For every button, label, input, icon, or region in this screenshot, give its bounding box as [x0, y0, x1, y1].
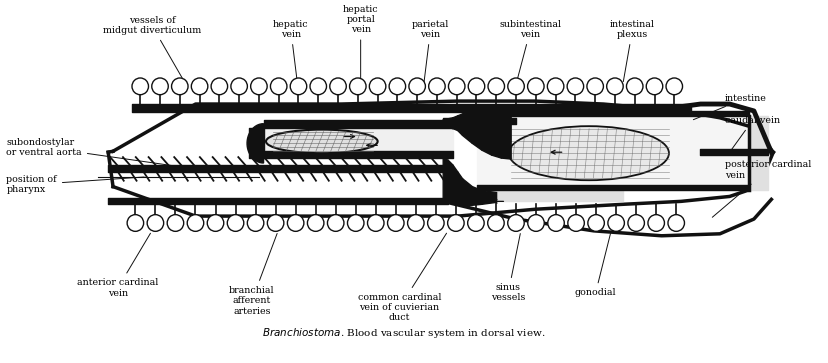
Text: branchial
afferent
arteries: branchial afferent arteries: [229, 233, 277, 315]
Ellipse shape: [508, 126, 668, 180]
Polygon shape: [462, 111, 472, 143]
Circle shape: [546, 78, 563, 95]
Circle shape: [247, 215, 263, 231]
Circle shape: [508, 78, 523, 95]
Text: sinus
vessels: sinus vessels: [490, 233, 525, 302]
Circle shape: [132, 78, 148, 95]
Circle shape: [231, 78, 247, 95]
Circle shape: [468, 78, 484, 95]
Circle shape: [388, 78, 405, 95]
Circle shape: [507, 215, 523, 231]
Polygon shape: [447, 160, 452, 203]
Polygon shape: [443, 119, 447, 128]
Text: intestinal
plexus: intestinal plexus: [609, 20, 654, 82]
Ellipse shape: [266, 130, 378, 153]
Circle shape: [171, 78, 188, 95]
Text: subondostylar
or ventral aorta: subondostylar or ventral aorta: [7, 138, 193, 168]
Circle shape: [270, 78, 286, 95]
Circle shape: [207, 215, 224, 231]
Circle shape: [211, 78, 228, 95]
Text: intestine: intestine: [692, 94, 766, 120]
Circle shape: [152, 78, 168, 95]
Polygon shape: [247, 124, 263, 163]
Circle shape: [267, 215, 283, 231]
Circle shape: [566, 78, 583, 95]
Polygon shape: [501, 106, 511, 159]
Circle shape: [646, 78, 662, 95]
Circle shape: [187, 215, 204, 231]
Circle shape: [627, 215, 643, 231]
Text: caudal vein: caudal vein: [724, 116, 779, 150]
Circle shape: [227, 215, 243, 231]
Polygon shape: [472, 187, 481, 205]
Circle shape: [369, 78, 385, 95]
Text: vessels of
midgut diverticulum: vessels of midgut diverticulum: [103, 16, 200, 82]
Text: posterior cardinal
vein: posterior cardinal vein: [711, 160, 810, 217]
Polygon shape: [491, 106, 501, 158]
Circle shape: [127, 215, 143, 231]
Circle shape: [667, 215, 684, 231]
Circle shape: [488, 78, 504, 95]
Text: hepatic
portal
vein: hepatic portal vein: [343, 5, 378, 82]
Circle shape: [607, 215, 623, 231]
Circle shape: [527, 215, 544, 231]
Circle shape: [527, 78, 543, 95]
Circle shape: [408, 78, 425, 95]
Polygon shape: [457, 114, 462, 135]
Circle shape: [447, 215, 464, 231]
Circle shape: [665, 78, 681, 95]
Circle shape: [487, 215, 503, 231]
Circle shape: [606, 78, 623, 95]
Circle shape: [347, 215, 363, 231]
Text: hepatic
vein: hepatic vein: [272, 20, 308, 82]
Polygon shape: [481, 191, 496, 204]
Circle shape: [547, 215, 564, 231]
Circle shape: [587, 215, 604, 231]
Circle shape: [147, 215, 163, 231]
Text: gonodial: gonodial: [574, 233, 616, 297]
Polygon shape: [447, 118, 452, 129]
Circle shape: [250, 78, 267, 95]
Polygon shape: [481, 106, 491, 155]
Polygon shape: [462, 179, 472, 205]
Circle shape: [586, 78, 603, 95]
Circle shape: [428, 78, 445, 95]
Polygon shape: [452, 165, 457, 204]
Text: parietal
vein: parietal vein: [412, 20, 449, 82]
Circle shape: [167, 215, 184, 231]
Text: subintestinal
vein: subintestinal vein: [499, 20, 561, 82]
Text: anterior cardinal
vein: anterior cardinal vein: [77, 233, 158, 298]
Circle shape: [567, 215, 584, 231]
Circle shape: [287, 215, 304, 231]
Circle shape: [327, 215, 344, 231]
Circle shape: [290, 78, 306, 95]
Text: $\it{Branchiostoma}$. Blood vascular system in dorsal view.: $\it{Branchiostoma}$. Blood vascular sys…: [262, 326, 545, 340]
Polygon shape: [472, 108, 481, 150]
Text: position of
pharynx: position of pharynx: [7, 175, 144, 194]
Circle shape: [427, 215, 444, 231]
Circle shape: [191, 78, 208, 95]
Circle shape: [330, 78, 346, 95]
Circle shape: [448, 78, 465, 95]
Circle shape: [407, 215, 424, 231]
Circle shape: [387, 215, 403, 231]
Circle shape: [307, 215, 324, 231]
Text: common cardinal
vein of cuvierian
duct: common cardinal vein of cuvierian duct: [358, 233, 446, 322]
Circle shape: [467, 215, 484, 231]
Circle shape: [367, 215, 383, 231]
Circle shape: [310, 78, 326, 95]
Polygon shape: [452, 116, 457, 131]
Circle shape: [626, 78, 643, 95]
Circle shape: [647, 215, 664, 231]
Polygon shape: [443, 158, 447, 202]
Polygon shape: [457, 172, 462, 205]
Circle shape: [349, 78, 366, 95]
